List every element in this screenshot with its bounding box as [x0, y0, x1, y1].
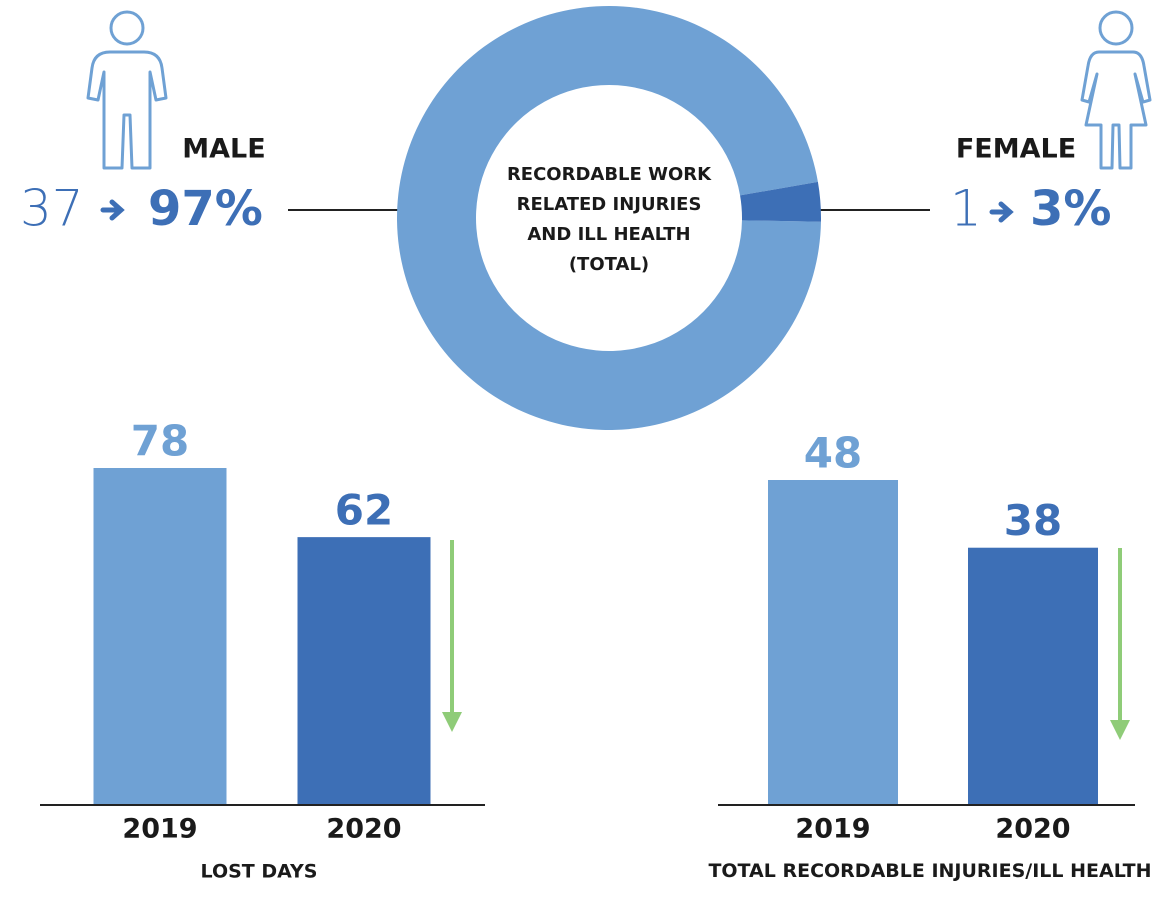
percent-label: 3% — [1030, 181, 1112, 237]
percent-label: 97% — [148, 181, 263, 237]
female-icon — [1080, 10, 1152, 170]
category-label: MALE — [182, 134, 265, 165]
trend-arrow — [442, 540, 462, 732]
count-label: 1 — [950, 180, 982, 238]
bar — [297, 537, 431, 805]
category-label: FEMALE — [956, 134, 1076, 165]
bar — [768, 480, 898, 805]
trend-arrow — [1110, 548, 1130, 740]
donut-title: RECORDABLE WORK RELATED INJURIES AND ILL… — [506, 164, 712, 275]
chart-xlabel: LOST DAYS — [201, 861, 318, 883]
x-tick-label: 2019 — [795, 814, 870, 845]
value-label: 62 — [335, 486, 393, 535]
x-tick-label: 2020 — [326, 814, 401, 845]
donut-slice — [397, 5, 821, 430]
bar — [93, 468, 227, 805]
count-label: 37 — [20, 180, 84, 238]
value-label: 78 — [131, 417, 189, 466]
value-label: 38 — [1004, 496, 1062, 545]
x-tick-label: 2020 — [995, 814, 1070, 845]
bar — [968, 547, 1098, 805]
chart-xlabel: TOTAL RECORDABLE INJURIES/ILL HEALTH — [708, 860, 1152, 882]
arrow-icon — [100, 199, 125, 221]
x-tick-label: 2019 — [122, 814, 197, 845]
value-label: 48 — [804, 429, 862, 478]
male-icon — [86, 10, 168, 170]
arrow-icon — [989, 201, 1014, 223]
donut-slice — [740, 181, 821, 222]
